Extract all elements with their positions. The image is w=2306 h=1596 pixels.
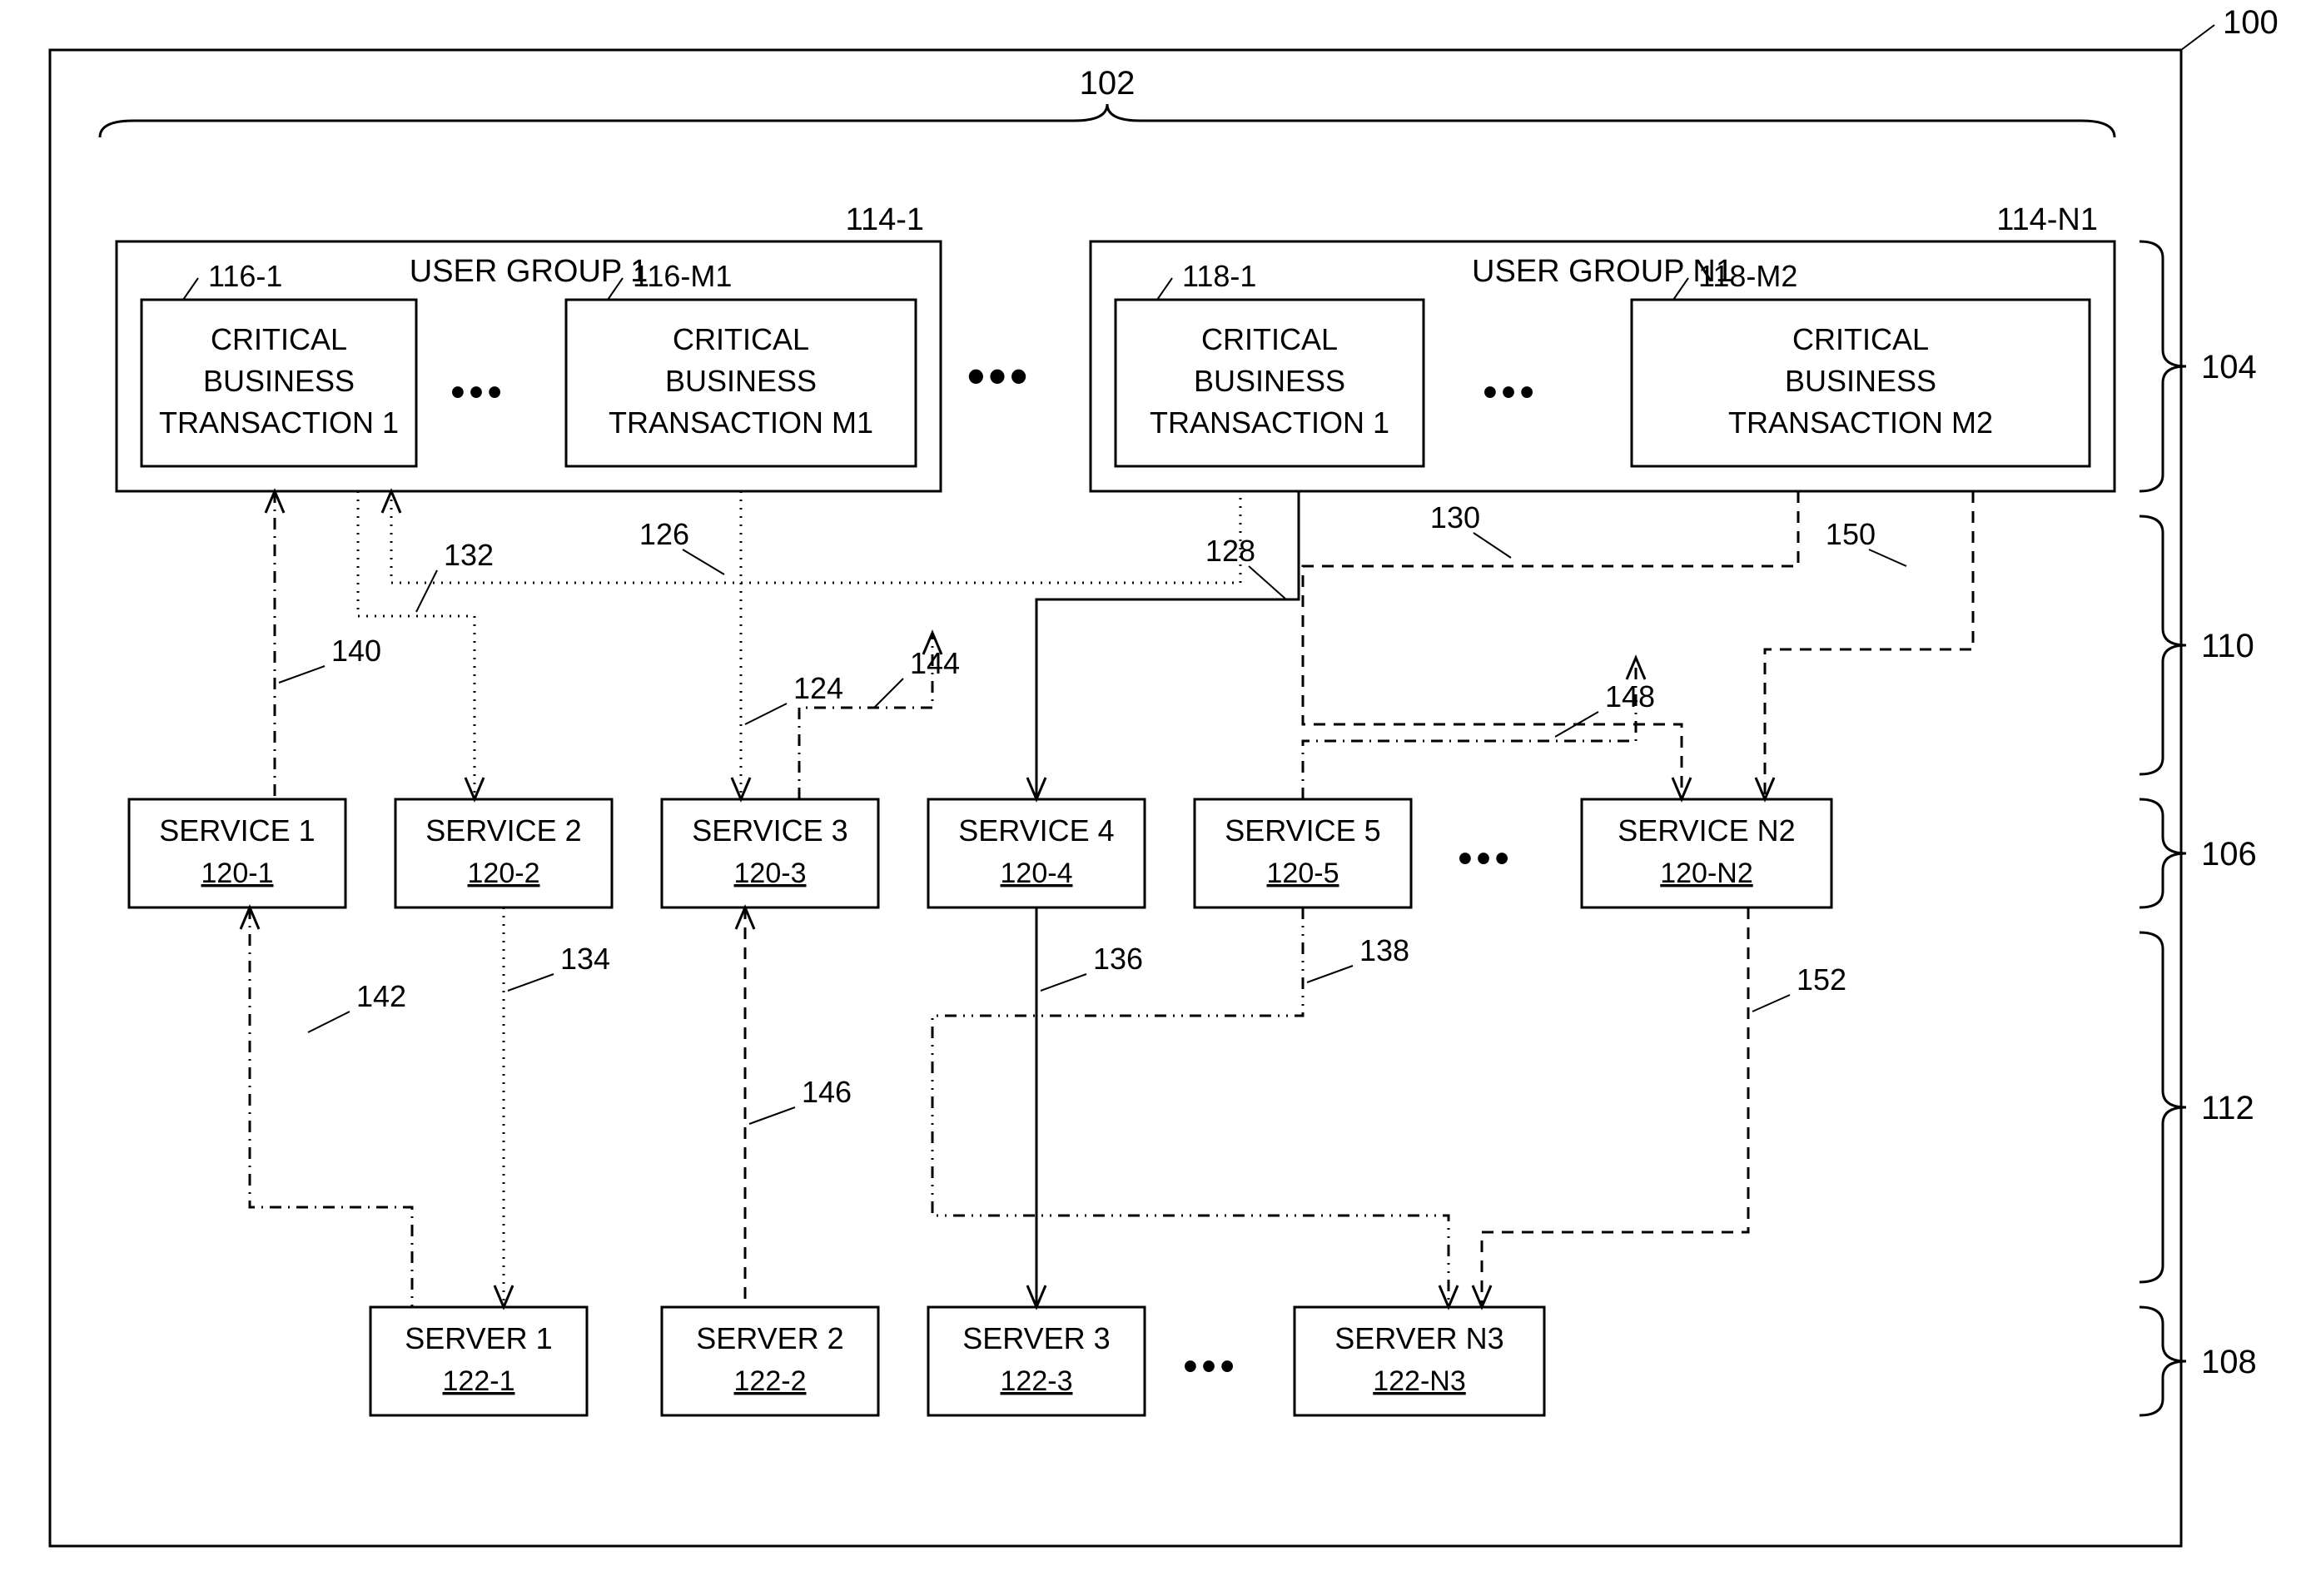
leader-142 (308, 1012, 350, 1032)
ref-138: 138 (1359, 933, 1409, 967)
ref-110: 110 (2201, 628, 2254, 664)
arrow-head (732, 778, 750, 799)
arrow-head (382, 491, 400, 513)
leader-126 (683, 549, 724, 574)
ref-126: 126 (639, 517, 689, 551)
ref-130: 130 (1430, 500, 1480, 534)
arrow-head (465, 778, 484, 799)
ref-136: 136 (1093, 942, 1143, 976)
server-ref: 122-3 (1001, 1365, 1073, 1397)
server-name: SERVER 3 (962, 1321, 1110, 1355)
cbt-line: BUSINESS (1785, 364, 1936, 398)
ref-108: 108 (2201, 1344, 2257, 1380)
ref-148: 148 (1605, 679, 1655, 713)
ref-100: 100 (2223, 4, 2279, 41)
ref-116-1: 116-1 (208, 259, 282, 293)
server-ref: 122-N3 (1373, 1365, 1466, 1397)
service-name: SERVICE N2 (1618, 813, 1795, 848)
cbt-line: CRITICAL (1792, 322, 1929, 356)
service-name: SERVICE 3 (692, 813, 847, 848)
edge-152 (1482, 907, 1748, 1307)
right-brace (2140, 932, 2186, 1282)
service-ref: 120-N2 (1660, 858, 1753, 889)
cbt-line: TRANSACTION 1 (1150, 405, 1389, 440)
leader-150 (1869, 549, 1906, 566)
ref-118-M2: 118-M2 (1698, 259, 1797, 293)
leader-100 (2181, 25, 2214, 50)
server-name: SERVER N3 (1334, 1321, 1503, 1355)
ref-112: 112 (2201, 1090, 2254, 1126)
leader-146 (749, 1107, 795, 1124)
service-name: SERVICE 4 (958, 813, 1114, 848)
ref-146: 146 (802, 1075, 852, 1109)
ref-124: 124 (793, 671, 843, 705)
service-name: SERVICE 1 (159, 813, 315, 848)
ref-102: 102 (1080, 65, 1136, 102)
ref-152: 152 (1797, 962, 1846, 997)
cbt-line: TRANSACTION M2 (1728, 405, 1993, 440)
right-brace (2140, 241, 2186, 491)
cbt-line: BUSINESS (665, 364, 817, 398)
cbt-line: CRITICAL (1201, 322, 1338, 356)
service-ref: 120-3 (734, 858, 807, 889)
edge-142 (250, 907, 412, 1307)
cbt-line: TRANSACTION M1 (609, 405, 873, 440)
ref-118-1: 118-1 (1182, 259, 1256, 293)
leader-136 (1041, 974, 1086, 991)
leader-128 (1249, 566, 1286, 599)
server-name: SERVER 2 (696, 1321, 843, 1355)
leader-140 (279, 666, 325, 683)
ref-106: 106 (2201, 836, 2257, 873)
service-name: SERVICE 5 (1225, 813, 1380, 848)
ellipsis: • • • (1483, 370, 1533, 415)
ref-top-ugn1: 114-N1 (1996, 202, 2098, 237)
leader-132 (416, 570, 437, 612)
cbt-line: TRANSACTION 1 (159, 405, 399, 440)
ellipsis: • • • (450, 370, 500, 415)
ellipsis: • • • (1458, 837, 1508, 881)
right-brace (2140, 516, 2186, 774)
user-group-title: USER GROUP 1 (410, 254, 648, 289)
ref-128: 128 (1205, 534, 1255, 568)
right-brace (2140, 1307, 2186, 1415)
ref-140: 140 (331, 634, 381, 668)
leader-152 (1752, 995, 1790, 1012)
ellipsis: • • • (967, 348, 1026, 404)
leader-124 (745, 704, 787, 724)
arrow-head (494, 1285, 513, 1307)
server-ref: 122-1 (443, 1365, 515, 1397)
edge-126 (391, 491, 1240, 583)
leader-138 (1307, 966, 1353, 982)
server-ref: 122-2 (734, 1365, 807, 1397)
service-ref: 120-4 (1001, 858, 1073, 889)
ref-104: 104 (2201, 349, 2257, 385)
user-group-title: USER GROUP N1 (1472, 254, 1733, 289)
right-brace (2140, 799, 2186, 907)
ref-150: 150 (1826, 517, 1876, 551)
cbt-line: CRITICAL (211, 322, 347, 356)
ref-134: 134 (560, 942, 610, 976)
service-ref: 120-2 (468, 858, 540, 889)
ref-116-M1: 116-M1 (633, 259, 732, 293)
ref-132: 132 (444, 538, 494, 572)
edge-128 (1036, 491, 1299, 799)
leader-130 (1474, 533, 1511, 558)
server-name: SERVER 1 (405, 1321, 552, 1355)
edge-130 (1303, 491, 1798, 799)
leader-134 (508, 974, 554, 991)
ref-top-ug1: 114-1 (846, 202, 924, 237)
edge-148 (1303, 658, 1636, 799)
ref-144: 144 (910, 646, 960, 680)
cbt-line: BUSINESS (203, 364, 355, 398)
cbt-line: BUSINESS (1194, 364, 1345, 398)
service-ref: 120-1 (201, 858, 274, 889)
top-brace (100, 104, 2115, 137)
ellipsis: • • • (1183, 1345, 1233, 1389)
service-ref: 120-5 (1267, 858, 1339, 889)
service-name: SERVICE 2 (425, 813, 581, 848)
leader-144 (874, 679, 903, 708)
edge-138 (932, 907, 1449, 1307)
ref-142: 142 (356, 979, 406, 1013)
cbt-line: CRITICAL (673, 322, 809, 356)
